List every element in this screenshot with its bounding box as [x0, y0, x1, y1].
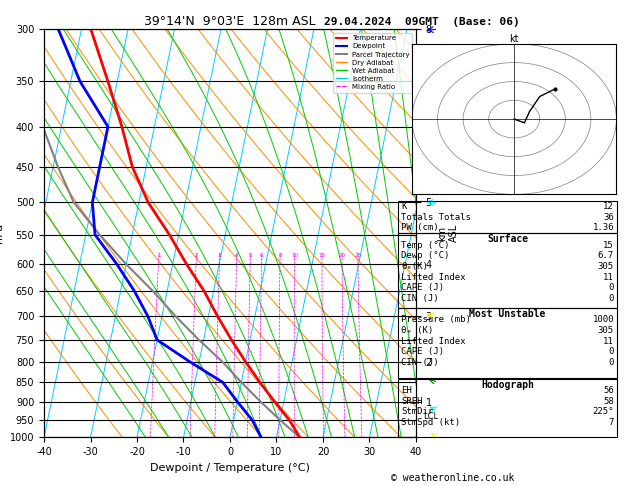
Text: 58: 58 — [603, 397, 614, 406]
Text: 7: 7 — [608, 418, 614, 427]
Text: 15: 15 — [603, 241, 614, 249]
Text: 0: 0 — [608, 347, 614, 356]
Text: θₑ (K): θₑ (K) — [401, 326, 433, 335]
Text: 1: 1 — [157, 254, 160, 259]
Text: Hodograph: Hodograph — [481, 380, 534, 390]
Text: 6: 6 — [260, 254, 264, 259]
Y-axis label: km
ASL: km ASL — [438, 224, 459, 243]
Text: 8: 8 — [278, 254, 282, 259]
Text: 0: 0 — [608, 283, 614, 292]
Text: Dewp (°C): Dewp (°C) — [401, 251, 450, 260]
Text: Pressure (mb): Pressure (mb) — [401, 315, 471, 324]
X-axis label: Dewpoint / Temperature (°C): Dewpoint / Temperature (°C) — [150, 463, 310, 473]
Text: 225°: 225° — [593, 407, 614, 417]
Text: 25: 25 — [354, 254, 362, 259]
Text: 56: 56 — [603, 386, 614, 395]
Text: 11: 11 — [603, 337, 614, 346]
Text: Totals Totals: Totals Totals — [401, 213, 471, 222]
Text: 4: 4 — [235, 254, 238, 259]
Text: 2: 2 — [194, 254, 198, 259]
Text: Temp (°C): Temp (°C) — [401, 241, 450, 249]
Text: Most Unstable: Most Unstable — [469, 309, 546, 319]
Text: 20: 20 — [338, 254, 345, 259]
Text: 5: 5 — [248, 254, 252, 259]
Text: SREH: SREH — [401, 397, 423, 406]
Text: © weatheronline.co.uk: © weatheronline.co.uk — [391, 473, 515, 483]
Text: 15: 15 — [318, 254, 325, 259]
Text: 6.7: 6.7 — [598, 251, 614, 260]
Legend: Temperature, Dewpoint, Parcel Trajectory, Dry Adiabat, Wet Adiabat, Isotherm, Mi: Temperature, Dewpoint, Parcel Trajectory… — [333, 33, 413, 93]
Text: 305: 305 — [598, 262, 614, 271]
Text: EH: EH — [401, 386, 412, 395]
Text: StmSpd (kt): StmSpd (kt) — [401, 418, 460, 427]
Text: θₑ(K): θₑ(K) — [401, 262, 428, 271]
Text: 0: 0 — [608, 294, 614, 303]
Text: 0: 0 — [608, 358, 614, 367]
Text: 1000: 1000 — [593, 315, 614, 324]
Text: 36: 36 — [603, 213, 614, 222]
Text: Lifted Index: Lifted Index — [401, 337, 466, 346]
Text: 3: 3 — [218, 254, 221, 259]
Title: kt: kt — [509, 34, 519, 44]
Text: 1.36: 1.36 — [593, 224, 614, 232]
Text: Lifted Index: Lifted Index — [401, 273, 466, 281]
Text: StmDir: StmDir — [401, 407, 433, 417]
Text: K: K — [401, 202, 407, 211]
Text: CAPE (J): CAPE (J) — [401, 347, 444, 356]
Text: 11: 11 — [603, 273, 614, 281]
Text: CAPE (J): CAPE (J) — [401, 283, 444, 292]
Text: 10: 10 — [291, 254, 298, 259]
Title: 39°14'N  9°03'E  128m ASL: 39°14'N 9°03'E 128m ASL — [144, 15, 316, 28]
Text: CIN (J): CIN (J) — [401, 358, 439, 367]
Text: 305: 305 — [598, 326, 614, 335]
Y-axis label: hPa: hPa — [0, 223, 4, 243]
Text: CIN (J): CIN (J) — [401, 294, 439, 303]
Text: 29.04.2024  09GMT  (Base: 06): 29.04.2024 09GMT (Base: 06) — [323, 17, 520, 27]
Text: 12: 12 — [603, 202, 614, 211]
Text: Surface: Surface — [487, 234, 528, 244]
Text: PW (cm): PW (cm) — [401, 224, 439, 232]
Text: LCL: LCL — [423, 412, 438, 421]
